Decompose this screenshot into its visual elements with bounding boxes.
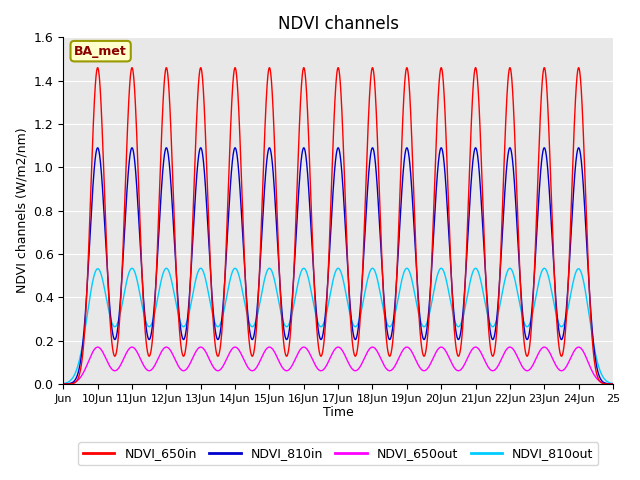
NDVI_650in xyxy=(497,264,504,270)
NDVI_650out xyxy=(259,353,266,359)
NDVI_810in xyxy=(128,145,136,151)
NDVI_810in xyxy=(385,335,392,341)
NDVI_650in xyxy=(385,351,392,357)
NDVI_810out xyxy=(385,323,392,329)
Y-axis label: NDVI channels (W/m2/nm): NDVI channels (W/m2/nm) xyxy=(15,128,28,293)
NDVI_650out xyxy=(497,359,504,364)
NDVI_650in xyxy=(87,185,95,191)
NDVI_650in xyxy=(467,131,475,136)
NDVI_810in xyxy=(609,381,617,387)
NDVI_650in xyxy=(409,158,417,164)
NDVI_810out xyxy=(87,288,95,294)
NDVI_810in xyxy=(409,200,417,205)
NDVI_810out xyxy=(540,265,548,271)
NDVI_810out xyxy=(60,381,67,386)
Line: NDVI_810in: NDVI_810in xyxy=(63,148,613,384)
NDVI_650in xyxy=(128,65,136,71)
NDVI_810in xyxy=(87,217,95,223)
NDVI_650out xyxy=(87,353,95,359)
Legend: NDVI_650in, NDVI_810in, NDVI_650out, NDVI_810out: NDVI_650in, NDVI_810in, NDVI_650out, NDV… xyxy=(78,442,598,465)
NDVI_810out xyxy=(259,287,266,293)
NDVI_650in xyxy=(609,381,617,387)
NDVI_650in xyxy=(60,381,67,387)
NDVI_810out xyxy=(467,276,475,282)
Line: NDVI_650out: NDVI_650out xyxy=(63,347,613,384)
NDVI_810in xyxy=(60,381,67,387)
Title: NDVI channels: NDVI channels xyxy=(278,15,399,33)
NDVI_650out xyxy=(609,381,617,387)
Text: BA_met: BA_met xyxy=(74,45,127,58)
NDVI_810out xyxy=(409,280,417,286)
NDVI_650out xyxy=(467,348,475,354)
NDVI_810out xyxy=(496,301,504,307)
NDVI_650out xyxy=(60,381,67,387)
NDVI_650out xyxy=(385,368,392,373)
Line: NDVI_650in: NDVI_650in xyxy=(63,68,613,384)
NDVI_810out xyxy=(609,381,617,386)
NDVI_810in xyxy=(467,183,475,189)
NDVI_650in xyxy=(259,194,266,200)
NDVI_650out xyxy=(128,344,136,350)
NDVI_810in xyxy=(497,268,504,274)
NDVI_810in xyxy=(259,222,266,228)
NDVI_650out xyxy=(409,350,417,356)
X-axis label: Time: Time xyxy=(323,407,353,420)
Line: NDVI_810out: NDVI_810out xyxy=(63,268,613,384)
